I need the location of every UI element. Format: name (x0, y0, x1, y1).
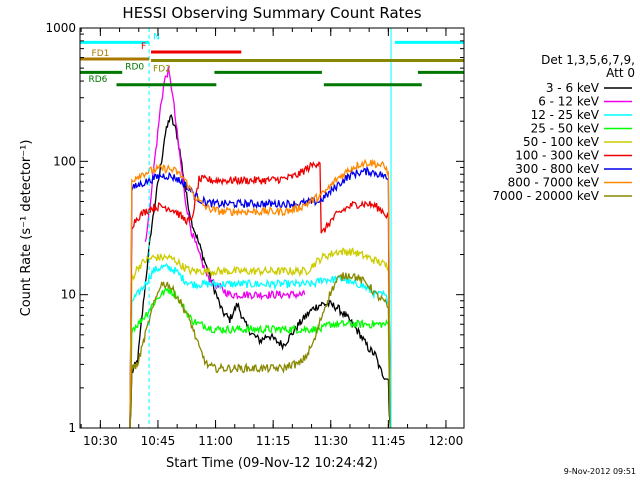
y-tick-label: 1000 (45, 21, 76, 35)
legend-label-50-100-kev: 50 - 100 keV (523, 135, 600, 149)
legend-label-3-6-kev: 3 - 6 keV (546, 81, 600, 95)
y-axis-label: Count Rate (s⁻¹ detector⁻¹) (19, 140, 34, 317)
chart-title: HESSI Observing Summary Count Rates (122, 4, 421, 22)
y-tick-label: 10 (61, 288, 76, 302)
y-tick-label: 100 (53, 154, 76, 168)
flag-label-n: N (153, 32, 160, 42)
x-tick-label: 10:30 (83, 434, 118, 448)
series-layer (129, 66, 391, 429)
flag-label-f: F (141, 42, 146, 52)
x-tick-label: 11:30 (313, 434, 348, 448)
x-tick-label: 12:00 (429, 434, 464, 448)
legend-label-800-7000-kev: 800 - 7000 keV (508, 176, 600, 190)
series-line-300-800-kev (129, 165, 391, 429)
flag-label-rd6: RD6 (88, 75, 107, 85)
x-tick-label: 11:45 (371, 434, 406, 448)
series-line-800-7000-kev (129, 158, 391, 429)
flag-label-fd1: FD1 (92, 49, 110, 59)
axes-layer: 1 10 100 1000 10:30 10:45 11:00 11:15 11:30 11:45… (45, 21, 464, 448)
x-tick-label: 11:15 (256, 434, 291, 448)
legend-label-25-50-kev: 25 - 50 keV (531, 122, 600, 136)
y-tick-label: 1 (68, 421, 76, 435)
flag-label-rd0: RD0 (125, 62, 144, 72)
footer-timestamp: 9-Nov-2012 09:51 (564, 467, 636, 476)
series-line-25-50-kev (129, 285, 391, 429)
flag-label-fd2: FD2 (153, 65, 171, 75)
legend-label-100-300-kev: 100 - 300 keV (515, 149, 599, 163)
plot-frame (79, 27, 465, 429)
series-line-6-12-kev (144, 66, 306, 301)
x-tick-label: 10:45 (141, 434, 176, 448)
legend-header: Det 1,3,5,6,7,9, (541, 53, 635, 67)
x-tick-label: 11:00 (198, 434, 233, 448)
legend-label-12-25-kev: 12 - 25 keV (531, 108, 600, 122)
x-axis-label: Start Time (09-Nov-12 10:24:42) (166, 456, 378, 471)
series-line-100-300-kev (129, 161, 391, 429)
series-line-50-100-kev (129, 247, 391, 429)
legend-label-7000-20000-kev: 7000 - 20000 keV (492, 189, 599, 203)
legend-label-6-12-kev: 6 - 12 keV (538, 95, 600, 109)
legend-header: Att 0 (606, 66, 635, 80)
series-line-7000-20000-kev (129, 272, 391, 429)
series-line-12-25-kev (129, 262, 391, 429)
series-line-3-6-kev (129, 114, 391, 429)
legend-label-300-800-kev: 300 - 800 keV (515, 162, 599, 176)
